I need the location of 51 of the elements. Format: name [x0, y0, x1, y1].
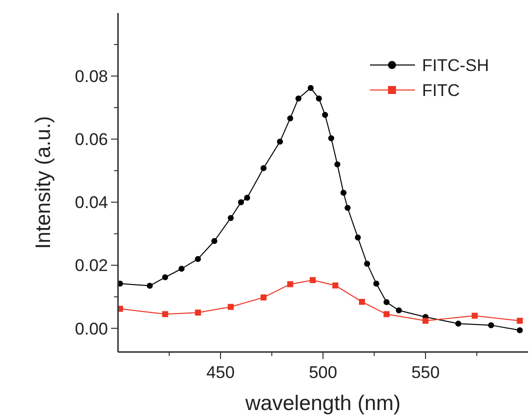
point — [516, 318, 523, 324]
point — [340, 190, 346, 196]
point — [328, 135, 334, 142]
point — [344, 204, 351, 211]
point — [364, 260, 370, 267]
y-tick-label: 0.02 — [74, 256, 108, 276]
point — [488, 322, 494, 328]
point — [322, 112, 328, 118]
point — [332, 282, 338, 288]
point — [178, 266, 185, 272]
point — [310, 277, 316, 284]
point — [334, 161, 340, 168]
point — [287, 281, 294, 288]
point — [384, 299, 390, 306]
point — [316, 95, 322, 102]
legend-label: FITC-SH — [422, 56, 490, 75]
point — [516, 327, 523, 334]
point — [194, 310, 201, 316]
point — [358, 298, 365, 305]
x-axis-title: wavelength (nm) — [244, 392, 401, 415]
point — [146, 282, 153, 289]
point — [194, 256, 201, 262]
y-axis-title: Intensity (a.u.) — [32, 116, 55, 250]
point — [472, 312, 478, 319]
point — [162, 311, 168, 318]
y-tick-label: 0.08 — [74, 67, 108, 86]
point — [228, 304, 234, 310]
y-tick-label: 0.06 — [74, 130, 108, 150]
y-tick-label: 0.00 — [74, 319, 108, 338]
point — [422, 318, 428, 324]
point — [162, 274, 168, 280]
y-tick-label: 0.04 — [74, 193, 108, 212]
x-tick-label: 500 — [308, 363, 338, 382]
legend-label: FITC — [422, 80, 460, 100]
point — [260, 165, 267, 172]
point — [276, 138, 283, 145]
point — [396, 307, 402, 314]
point — [354, 234, 361, 241]
point — [211, 238, 218, 244]
point — [238, 199, 244, 206]
point — [373, 280, 380, 287]
point — [244, 194, 250, 201]
point — [228, 214, 234, 221]
x-tick-label: 550 — [411, 363, 440, 382]
point — [455, 320, 462, 327]
point — [295, 95, 302, 102]
x-tick-label: 450 — [206, 363, 235, 382]
point — [260, 294, 267, 300]
point — [287, 115, 294, 122]
point — [384, 311, 390, 318]
point — [308, 85, 314, 92]
